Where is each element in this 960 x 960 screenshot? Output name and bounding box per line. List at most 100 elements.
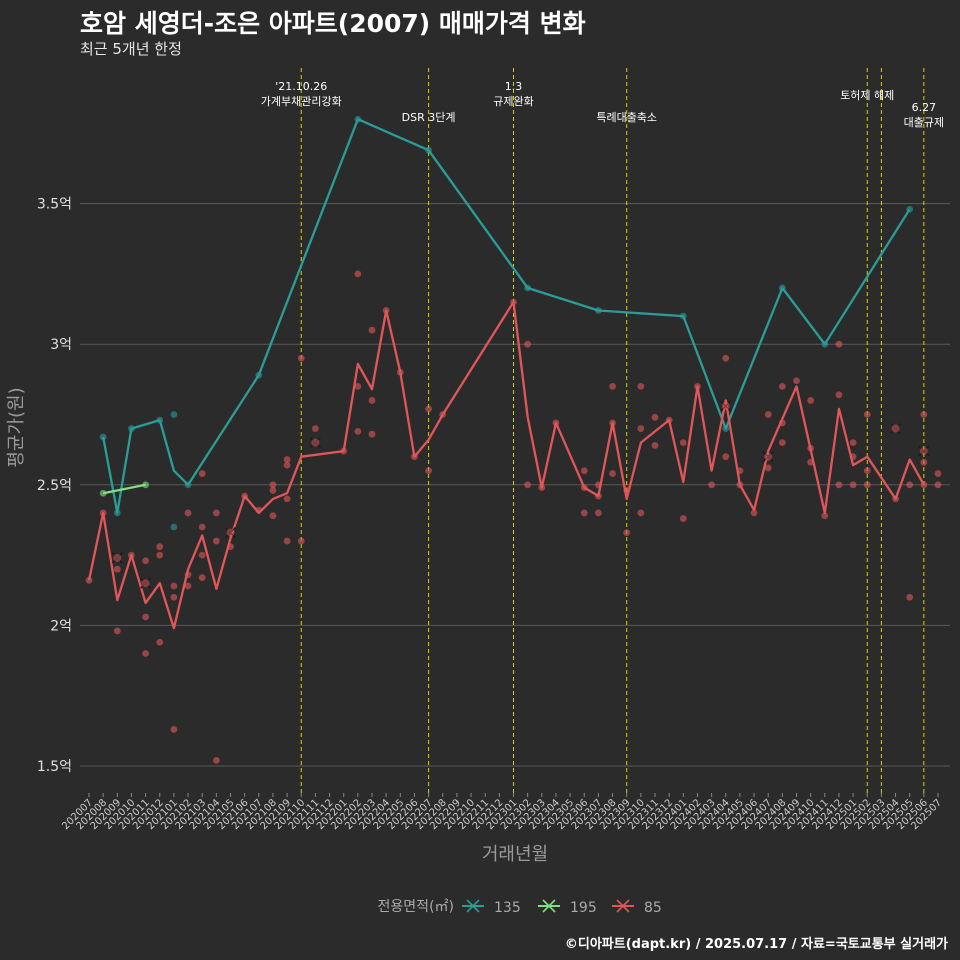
data-point [283,495,291,503]
annotation-label: 대출규제 [904,116,944,129]
data-point [85,577,93,584]
data-point [764,464,772,472]
annotation-label: '21.10.26 [275,80,327,93]
data-point [934,481,942,489]
annotation-label: 특례대출축소 [596,111,657,124]
cross-marker-dot [919,447,928,456]
data-point [368,397,376,404]
data-point [679,439,687,447]
legend-title: 전용면적(㎡) [378,899,454,915]
data-point [142,557,150,565]
data-point [170,523,178,531]
data-point [198,523,206,531]
cross-marker-dot [141,579,150,588]
data-point [156,638,164,646]
data-point [580,467,588,475]
data-point [637,425,645,432]
data-point [283,461,291,469]
data-point [156,543,164,551]
y-tick-label: 3.5억 [37,197,72,213]
data-point [184,582,192,590]
data-point [906,593,914,601]
source-caption: ©디아파트(dapt.kr) / 2025.07.17 / 자료=국토교통부 실… [564,937,948,952]
legend-key-cross [466,899,480,913]
chart-subtitle: 최근 5개년 한정 [80,40,182,58]
data-point [312,425,319,432]
data-point [425,405,432,413]
cross-marker-dot [764,452,773,461]
data-point [113,627,121,635]
data-point [778,382,786,390]
data-point [142,650,150,657]
annotation-label: 6.27 [912,101,937,114]
data-point [637,509,645,517]
data-point [354,382,362,390]
data-point [722,354,730,362]
y-tick-label: 2억 [50,618,72,634]
data-point [835,481,843,489]
cross-marker-dot [721,402,730,411]
legend-label-85: 85 [644,900,662,916]
data-point [198,470,206,477]
data-point [212,756,220,764]
data-point [750,509,758,517]
series-line-135 [102,118,911,515]
cross-marker-dot [891,424,900,433]
data-point [198,574,206,581]
cross-marker-dot [311,438,320,447]
data-point [807,397,815,404]
data-point [778,439,786,447]
data-point [170,411,178,418]
data-point [269,512,277,520]
cross-marker-dot [226,528,235,537]
data-point [113,565,121,573]
x-axis-title: 거래년월 [482,844,548,865]
annotation-label: 토허제 해제 [840,88,894,102]
data-point [580,509,588,517]
data-point [595,509,602,517]
data-point [354,427,362,435]
data-point [708,481,715,489]
data-point [297,537,305,545]
data-point [524,340,532,348]
data-point [269,487,277,494]
data-point [212,509,220,517]
data-point [297,354,305,362]
data-point [142,613,150,621]
y-tick-label: 2.5억 [37,478,72,494]
y-tick-label: 3억 [50,337,72,353]
legend-key-cross [542,899,556,913]
annotation-label: DSR 3단계 [402,111,456,124]
data-point [863,481,871,489]
series-line-85 [87,300,925,630]
data-point [156,551,164,559]
chart-title: 호암 세영더-조은 아파트(2007) 매매가격 변화 [80,9,586,38]
data-point [609,470,616,477]
y-tick-label: 1.5억 [37,759,72,775]
data-point [184,509,192,517]
data-point [849,481,857,489]
data-point [651,413,659,421]
data-point [99,433,107,441]
data-point [679,515,687,522]
data-point [934,470,942,477]
data-point [863,467,871,475]
data-point [170,593,178,601]
data-point [637,382,645,390]
series-line-195 [102,483,146,495]
annotation-label: 가계부채관리강화 [261,95,342,108]
data-point [99,489,107,497]
data-point [906,481,914,489]
data-point [920,458,928,466]
data-point [212,537,220,545]
data-point [920,411,928,418]
data-point [269,481,277,489]
data-point [722,453,730,461]
data-point [354,270,362,278]
legend-key-cross [616,899,630,913]
data-point [835,340,843,348]
data-point [425,467,432,475]
data-point [821,512,829,520]
data-point [849,439,857,447]
